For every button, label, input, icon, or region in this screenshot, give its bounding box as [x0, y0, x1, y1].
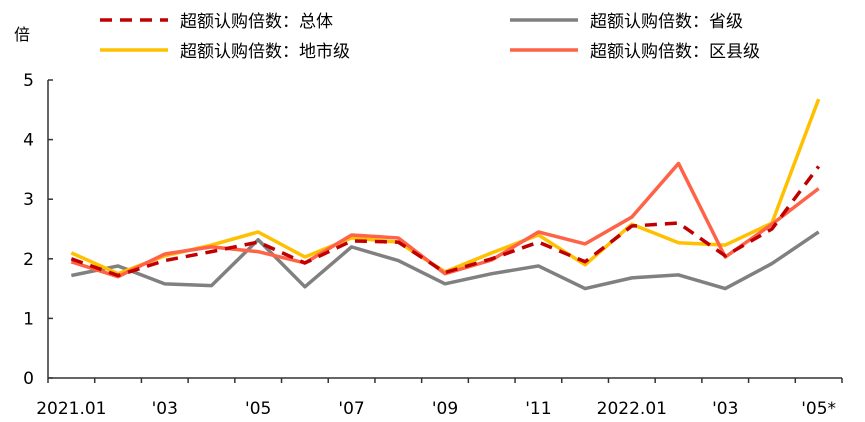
legend-label: 超额认购倍数：总体: [180, 12, 333, 32]
y-tick-label: 1: [23, 309, 34, 329]
legend-label: 超额认购倍数：区县级: [590, 42, 760, 62]
y-axis-label: 倍: [14, 25, 30, 44]
legend-label: 超额认购倍数：地市级: [180, 42, 350, 62]
x-tick-label: '03: [152, 399, 178, 419]
series-line: [70, 161, 820, 279]
y-tick-label: 3: [23, 190, 34, 210]
x-tick-label: 2021.01: [36, 399, 106, 419]
series-line: [71, 230, 820, 291]
x-tick-label: '09: [432, 399, 458, 419]
series-lines: [70, 98, 821, 291]
y-tick-label: 5: [23, 71, 34, 91]
y-tick-label: 2: [23, 250, 34, 270]
x-tick-label: '05: [245, 399, 271, 419]
legend-label: 超额认购倍数：省级: [590, 12, 743, 32]
axes: 0 1 2 3 4 5 2021.01 '03 '05 '07 '09 '11 2022.01 '03 '0…: [23, 71, 843, 419]
x-tick-label: '07: [338, 399, 364, 419]
x-tick-label: 2022.01: [597, 399, 667, 419]
series-line: [70, 165, 821, 278]
x-tick-label: '03: [712, 399, 738, 419]
x-tick-label: '05*: [801, 399, 836, 419]
x-tick-label: '11: [525, 399, 551, 419]
series-line: [70, 98, 821, 276]
y-tick-label: 4: [23, 131, 34, 151]
y-tick-label: 0: [23, 369, 34, 389]
